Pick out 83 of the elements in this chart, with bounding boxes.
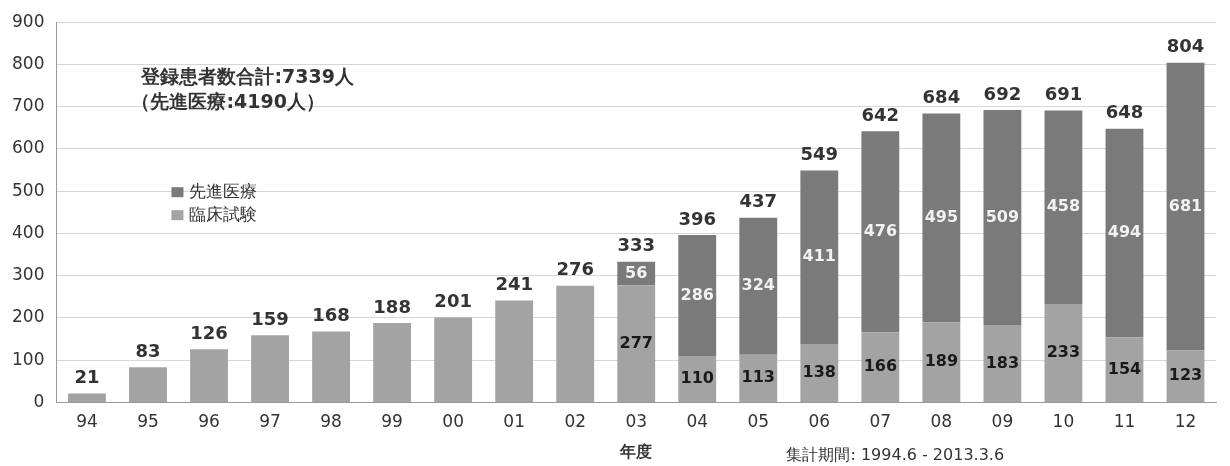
bar: [800, 170, 839, 345]
data-label: 277: [619, 332, 653, 352]
bar: [1044, 110, 1083, 304]
data-label: 681: [1168, 195, 1203, 215]
data-label: 476: [863, 220, 898, 240]
x-tick-label: 94: [76, 411, 98, 432]
bar: [678, 235, 717, 356]
bar: [983, 110, 1022, 326]
y-tick-label: 200: [11, 306, 45, 327]
x-axis-title: 年度: [619, 441, 653, 461]
y-tick-label: 0: [33, 390, 45, 411]
annotation: 登録患者数合計:7339人: [140, 65, 355, 88]
x-tick-label: 12: [1174, 411, 1197, 432]
data-label: 113: [741, 367, 775, 387]
y-tick-label: 400: [11, 221, 45, 242]
x-tick-label: 99: [381, 411, 403, 432]
total-label: 241: [495, 273, 533, 295]
data-label: 123: [1168, 365, 1203, 385]
data-label: 183: [985, 352, 1020, 372]
data-label: 110: [680, 368, 714, 388]
total-label: 396: [678, 207, 717, 229]
bar: [1166, 62, 1205, 351]
total-label: 804: [1166, 35, 1205, 57]
total-label: 159: [251, 307, 289, 329]
bar: [739, 217, 778, 355]
bar: [861, 131, 900, 333]
total-label: 168: [312, 304, 350, 326]
x-tick-label: 09: [991, 411, 1014, 432]
y-tick-label: 900: [11, 10, 45, 31]
legend-label: 臨床試験: [189, 203, 258, 224]
data-label: 411: [802, 246, 837, 266]
x-tick-label: 00: [442, 411, 464, 432]
total-label: 201: [434, 290, 472, 312]
data-label: 324: [741, 275, 775, 295]
x-tick-label: 95: [137, 411, 159, 432]
total-label: 692: [983, 82, 1022, 104]
x-tick-label: 05: [747, 411, 770, 432]
annotation: （先進医療:4190人）: [131, 90, 325, 113]
y-tick-label: 800: [11, 52, 45, 73]
total-label: 691: [1044, 83, 1083, 105]
data-label: 189: [924, 351, 959, 371]
x-tick-label: 96: [198, 411, 220, 432]
y-tick-label: 600: [11, 137, 45, 158]
data-label: 458: [1046, 196, 1081, 216]
data-label: 495: [924, 207, 959, 227]
total-label: 126: [190, 321, 228, 343]
x-tick-label: 01: [503, 411, 525, 432]
data-label: 494: [1107, 222, 1142, 242]
legend-label: 先進医療: [189, 180, 258, 201]
x-tick-label: 08: [930, 411, 953, 432]
x-tick-label: 06: [808, 411, 831, 432]
data-label: 509: [985, 206, 1020, 226]
total-label: 684: [922, 86, 961, 108]
y-tick-label: 300: [11, 264, 45, 285]
total-label: 437: [739, 190, 778, 212]
total-label: 21: [74, 366, 100, 388]
total-label: 648: [1105, 101, 1144, 123]
x-tick-label: 04: [686, 411, 709, 432]
bar: [922, 113, 961, 323]
x-tick-label: 98: [320, 411, 342, 432]
text: 集計期間: 1994.6 - 2013.3.6: [786, 445, 1005, 465]
y-tick-label: 100: [11, 348, 45, 369]
data-label: 233: [1046, 342, 1081, 362]
data-label: 286: [680, 284, 714, 304]
x-tick-label: 10: [1052, 411, 1075, 432]
y-tick-label: 500: [11, 179, 45, 200]
data-label: 56: [625, 262, 648, 282]
data-label: 166: [863, 356, 898, 376]
total-label: 549: [800, 143, 839, 165]
x-tick-label: 97: [259, 411, 281, 432]
data-label: 138: [802, 362, 837, 382]
x-tick-label: 07: [869, 411, 892, 432]
x-tick-label: 02: [564, 411, 587, 432]
total-label: 642: [861, 103, 900, 125]
total-label: 333: [617, 234, 656, 256]
x-tick-label: 11: [1113, 411, 1136, 432]
y-tick-label: 700: [11, 95, 45, 116]
data-label: 154: [1107, 358, 1142, 378]
x-tick-label: 03: [625, 411, 648, 432]
total-label: 188: [373, 295, 411, 317]
bar: [1105, 128, 1144, 338]
total-label: 83: [135, 340, 161, 362]
total-label: 276: [556, 258, 594, 280]
